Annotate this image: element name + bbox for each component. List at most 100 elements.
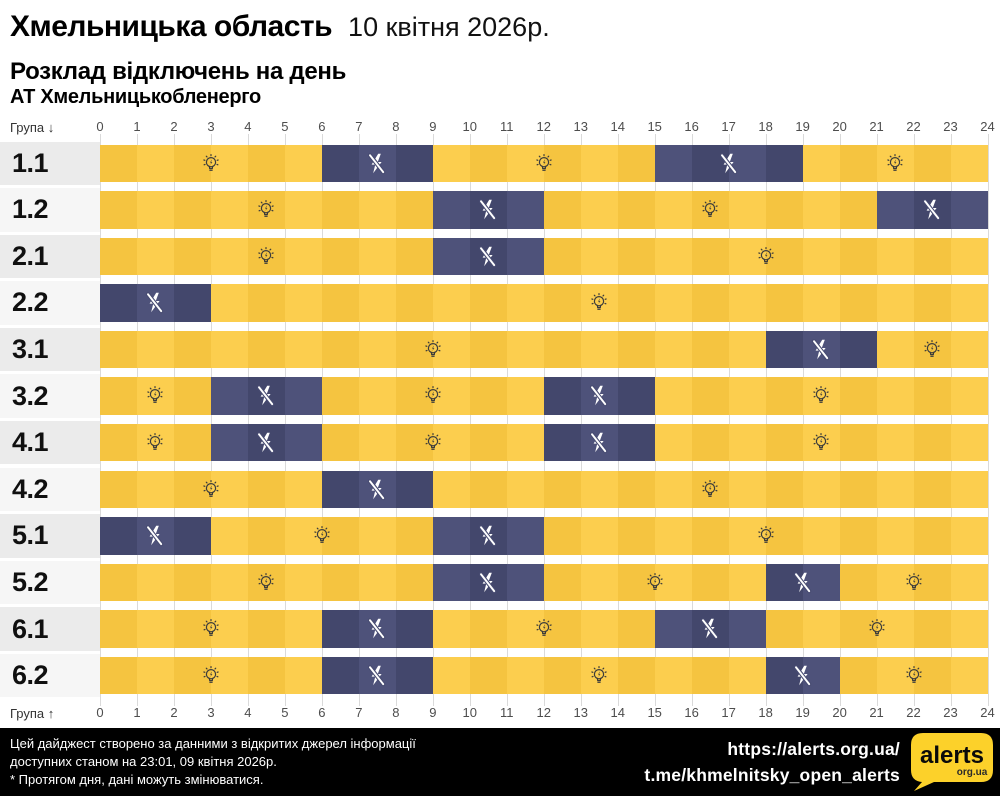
power-on-hour-cell [395, 284, 433, 322]
power-on-hour-cell [284, 470, 322, 509]
power-on-hour-cell [765, 423, 803, 462]
power-on-hour-cell [913, 610, 951, 648]
schedule-row: 1.1 [0, 140, 1000, 187]
power-on-hour-cell [506, 377, 544, 415]
power-off-hour-cell [100, 517, 137, 555]
power-off-hour-cell [839, 330, 877, 369]
power-on-hour-cell [728, 330, 766, 369]
power-on-hour-cell [765, 284, 803, 322]
power-on-hour-cell [395, 423, 433, 462]
power-on-hour-cell [469, 284, 507, 322]
hour-tick-label: 13 [573, 119, 588, 134]
hour-labels-top: 0 1 2 3 4 5 6 7 8 9 10 11 12 13 14 15 16 17 18 19 20 21 22 23 24 [96, 114, 994, 140]
power-on-hour-cell [284, 330, 322, 369]
power-on-hour-cell [654, 423, 692, 462]
power-on-hour-cell [617, 191, 655, 229]
power-on-hour-cell [432, 330, 470, 369]
power-on-hour-cell [950, 610, 988, 648]
power-on-hour-cell [728, 377, 766, 415]
disclaimer-line-2: доступних станом на 23:01, 09 квітня 202… [10, 753, 277, 769]
power-off-hour-cell [358, 656, 396, 695]
power-on-hour-cell [543, 470, 581, 509]
power-on-hour-cell [950, 423, 988, 462]
power-on-hour-cell [765, 237, 803, 276]
hour-tick-label: 1 [133, 705, 141, 720]
power-off-hour-cell [284, 423, 322, 462]
power-on-hour-cell [728, 284, 766, 322]
power-off-hour-cell [210, 423, 248, 462]
power-on-hour-cell [691, 377, 729, 415]
power-on-hour-cell [913, 517, 951, 555]
power-on-hour-cell [210, 330, 248, 369]
timeline-bar [100, 144, 988, 182]
power-on-hour-cell [284, 144, 322, 182]
power-on-hour-cell [210, 610, 248, 648]
schedule-row: 3.2 [0, 373, 1000, 420]
website-link: https://alerts.org.ua/ [727, 738, 900, 759]
timeline-bar [100, 470, 988, 509]
power-on-hour-cell [617, 144, 655, 182]
power-off-hour-cell [210, 377, 248, 415]
power-on-hour-cell [802, 470, 840, 509]
power-on-hour-cell [691, 284, 729, 322]
power-on-hour-cell [802, 144, 840, 182]
power-on-hour-cell [839, 377, 877, 415]
power-on-hour-cell [247, 284, 285, 322]
hour-tick-label: 1 [133, 119, 141, 134]
power-off-hour-cell [580, 423, 618, 462]
hour-tick-label: 14 [610, 705, 625, 720]
power-off-hour-cell [802, 330, 840, 369]
hour-tick-label: 10 [462, 705, 478, 720]
power-on-hour-cell [913, 656, 951, 695]
power-on-hour-cell [469, 377, 507, 415]
power-on-hour-cell [950, 144, 988, 182]
power-on-hour-cell [321, 191, 359, 229]
power-off-hour-cell [432, 563, 470, 602]
power-on-hour-cell [432, 470, 470, 509]
power-off-hour-cell [506, 563, 544, 602]
power-on-hour-cell [469, 470, 507, 509]
power-off-hour-cell [876, 191, 914, 229]
power-on-hour-cell [173, 330, 211, 369]
power-on-hour-cell [358, 284, 396, 322]
power-on-hour-cell [543, 191, 581, 229]
hour-tick-label: 19 [795, 119, 810, 134]
power-on-hour-cell [654, 517, 692, 555]
power-on-hour-cell [876, 284, 914, 322]
power-on-hour-cell [876, 377, 914, 415]
power-on-hour-cell [654, 237, 692, 276]
power-on-hour-cell [136, 656, 174, 695]
date-label: 10 квітня 2026р. [348, 12, 550, 42]
power-on-hour-cell [432, 610, 470, 648]
power-on-hour-cell [654, 377, 692, 415]
hour-tick-label: 14 [610, 119, 625, 134]
power-on-hour-cell [580, 144, 618, 182]
power-on-hour-cell [210, 563, 248, 602]
power-off-hour-cell [543, 423, 581, 462]
timeline-bar [100, 237, 988, 276]
power-on-hour-cell [691, 330, 729, 369]
power-off-hour-cell [802, 656, 840, 695]
power-on-hour-cell [654, 284, 692, 322]
power-off-hour-cell [432, 237, 470, 276]
power-off-hour-cell [506, 517, 544, 555]
power-on-hour-cell [876, 610, 914, 648]
hour-tick-label: 11 [500, 119, 514, 134]
power-on-hour-cell [950, 470, 988, 509]
hour-tick-label: 16 [684, 705, 699, 720]
power-on-hour-cell [691, 423, 729, 462]
power-off-hour-cell [765, 330, 803, 369]
power-on-hour-cell [580, 237, 618, 276]
power-on-hour-cell [913, 423, 951, 462]
power-on-hour-cell [876, 237, 914, 276]
power-on-hour-cell [247, 517, 285, 555]
power-on-hour-cell [469, 423, 507, 462]
power-on-hour-cell [580, 610, 618, 648]
page-title: Хмельницька область [10, 10, 333, 43]
power-on-hour-cell [913, 237, 951, 276]
power-on-hour-cell [321, 377, 359, 415]
power-on-hour-cell [691, 237, 729, 276]
hour-tick-label: 0 [96, 119, 104, 134]
power-on-hour-cell [210, 470, 248, 509]
